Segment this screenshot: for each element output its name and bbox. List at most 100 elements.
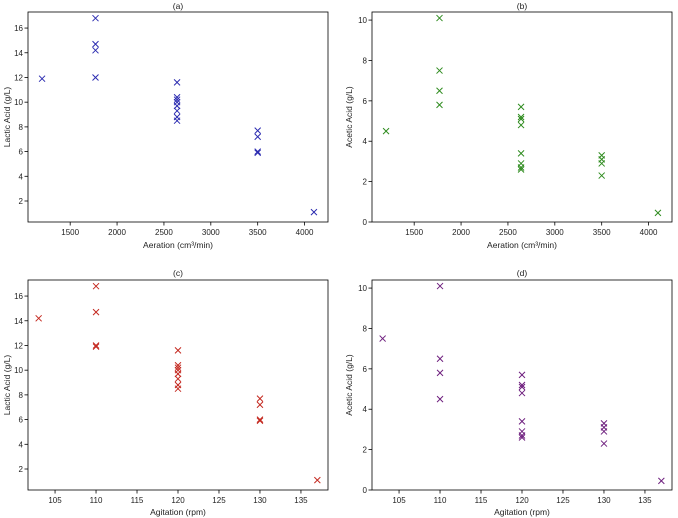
x-tick-label: 3500 [249,228,267,237]
x-tick-label: 135 [294,496,308,505]
y-tick-label: 4 [363,405,368,414]
data-point [436,101,443,109]
y-tick-label: 16 [14,292,23,301]
x-tick-label: 125 [556,496,570,505]
data-point [518,381,526,389]
data-point [313,476,321,484]
data-point [35,314,43,322]
x-tick-label: 115 [131,496,144,505]
data-point [256,395,264,402]
data-point [38,75,46,83]
data-point [436,282,444,290]
y-tick-label: 4 [19,172,24,181]
y-tick-label: 2 [363,446,368,455]
data-point [174,364,182,372]
panel-title: (d) [517,268,528,278]
y-tick-label: 14 [14,49,23,58]
x-tick-label: 120 [515,496,529,505]
data-point [517,149,525,157]
data-point [173,117,181,125]
data-point [92,343,100,351]
x-tick-label: 1500 [405,228,423,237]
data-point [517,166,525,173]
y-tick-label: 8 [363,324,368,333]
data-point [436,369,444,377]
y-tick-label: 4 [19,440,24,449]
data-point [92,282,100,290]
x-tick-label: 3000 [546,228,564,237]
data-point [92,46,99,54]
data-point [92,74,99,81]
y-tick-label: 8 [363,56,368,65]
data-point [92,40,99,48]
data-point [256,401,264,409]
y-axis-label: Acetic Acid (g/L) [344,354,354,416]
data-point [436,355,444,363]
data-point [173,96,181,104]
y-tick-label: 6 [363,97,368,106]
data-point [92,14,99,22]
data-point [436,87,443,95]
y-axis-label: Lactic Acid (g/L) [2,87,12,148]
data-point [518,389,526,397]
y-tick-label: 10 [14,366,23,375]
y-tick-label: 4 [363,137,368,146]
x-tick-label: 4000 [640,228,658,237]
x-tick-label: 110 [434,496,447,505]
data-point [173,102,181,110]
y-tick-label: 12 [14,73,23,82]
x-axis-label: Agitation (rpm) [150,507,206,517]
y-tick-label: 6 [19,416,24,425]
x-tick-label: 2500 [499,228,517,237]
data-point [92,308,100,316]
x-tick-label: 125 [212,496,226,505]
y-tick-label: 6 [363,365,368,374]
data-point [600,428,608,435]
data-point [174,347,182,354]
y-tick-label: 6 [19,148,24,157]
x-tick-label: 135 [638,496,652,505]
x-tick-label: 1500 [61,228,79,237]
y-tick-label: 10 [358,16,367,25]
y-tick-label: 8 [19,391,24,400]
data-point [657,477,665,485]
plot-frame [27,11,329,223]
data-point [517,121,525,129]
y-tick-label: 16 [14,24,23,33]
data-point [254,148,262,155]
chart-panel-0: (a) 1500 2000 2500 3000 3500 4000 2 4 6 8 10 12 14 16 A… [2,1,329,250]
x-tick-label: 4000 [296,228,314,237]
y-tick-label: 10 [14,98,23,107]
data-point [517,113,525,121]
x-axis-label: Agitation (rpm) [494,507,550,517]
x-tick-label: 130 [253,496,267,505]
data-point [436,67,443,74]
data-point [256,417,264,425]
panel-title: (c) [173,268,183,278]
data-point [598,172,606,179]
data-point [518,417,526,425]
y-tick-label: 12 [14,341,23,350]
x-tick-label: 2000 [452,228,470,237]
data-point [517,115,525,123]
data-point [518,434,526,441]
data-point [598,160,606,167]
x-tick-label: 3000 [202,228,220,237]
x-tick-label: 120 [171,496,185,505]
chart-panel-3: (d) 105 110 115 120 125 130 135 0 2 4 6 8 10 Agitation… [344,268,673,517]
y-tick-label: 0 [363,486,368,495]
x-tick-label: 130 [597,496,611,505]
x-tick-label: 105 [48,496,62,505]
data-point [254,133,262,141]
panel-title: (a) [173,1,184,11]
data-point [174,370,182,378]
x-tick-label: 110 [90,496,103,505]
chart-panel-2: (c) 105 110 115 120 125 130 135 2 4 6 8 10 12 14 16 Agit… [2,268,329,517]
data-point [174,375,182,383]
x-tick-label: 115 [475,496,488,505]
data-point [173,79,181,86]
x-tick-label: 105 [392,496,406,505]
y-axis-label: Acetic Acid (g/L) [344,86,354,148]
x-tick-label: 3500 [593,228,611,237]
x-axis-label: Aeration (cm³/min) [487,240,557,250]
